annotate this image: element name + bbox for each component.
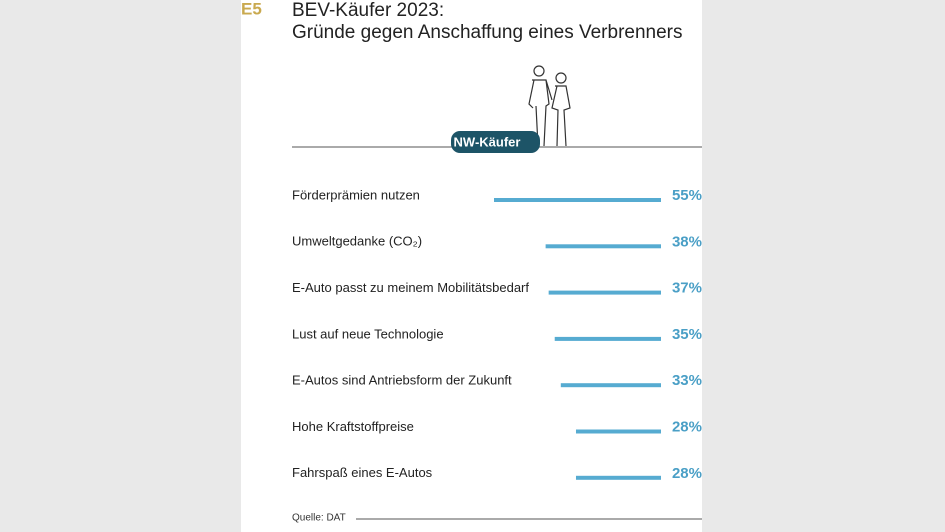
chart-tag: E5 [241, 0, 262, 18]
category-label: E-Auto passt zu meinem Mobilitätsbedarf [292, 280, 529, 295]
value-label: 55% [672, 187, 702, 204]
value-label: 33% [672, 372, 702, 389]
value-label: 28% [672, 465, 702, 482]
illustration [528, 65, 571, 147]
bar [554, 336, 661, 341]
bar [575, 429, 661, 434]
category-label: Lust auf neue Technologie [292, 326, 444, 341]
value-label: 38% [672, 233, 702, 250]
value-label: 35% [672, 326, 702, 343]
category-label: Förderprämien nutzen [292, 187, 420, 202]
value-label: 28% [672, 418, 702, 435]
category-label: Hohe Kraftstoffpreise [292, 419, 414, 434]
category-label: Fahrspaß eines E-Autos [292, 465, 433, 480]
badge [451, 131, 540, 153]
panel [241, 0, 702, 532]
bar [560, 383, 661, 388]
value-label: 37% [672, 280, 702, 297]
category-label: E-Autos sind Antriebsform der Zukunft [292, 373, 512, 388]
bar [494, 198, 661, 202]
category-label: Umweltgedanke (CO₂) [292, 234, 422, 249]
bar [545, 244, 661, 249]
chart-subtitle: Gründe gegen Anschaffung eines Verbrenne… [292, 22, 683, 43]
source: Quelle: DAT [292, 513, 346, 524]
bar [575, 475, 661, 480]
badge-label: NW-Käufer [454, 134, 521, 149]
bar [548, 290, 661, 295]
chart-title: BEV-Käufer 2023: [292, 0, 444, 21]
